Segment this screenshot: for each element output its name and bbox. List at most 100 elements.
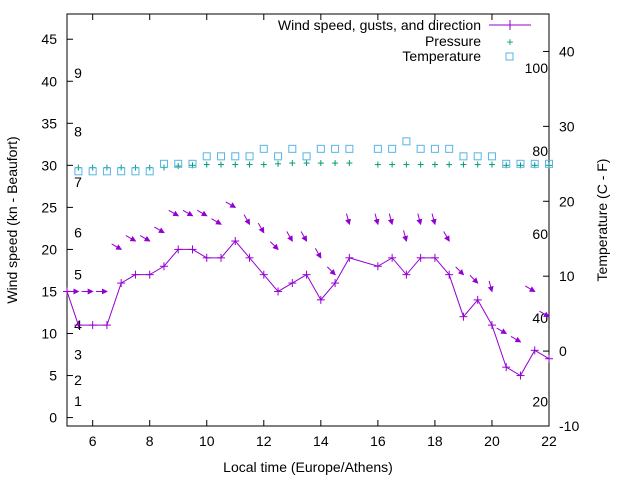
temperature-point [88, 167, 97, 176]
temperature-point [331, 144, 340, 153]
y-right-axis-ticks: -10 0 10 20 30 40 [543, 43, 579, 434]
legend-pressure-marker: + [506, 35, 513, 49]
gust-arrow [243, 214, 251, 226]
legend-temperature-label: Temperature [402, 48, 481, 64]
x-tick-label: 12 [256, 433, 272, 449]
fahrenheit-label: 40 [532, 310, 548, 326]
temperature-point [245, 152, 254, 161]
temperature-point [402, 137, 411, 146]
legend-pressure-label: Pressure [425, 33, 481, 49]
y-left-tick-label: 40 [41, 73, 57, 89]
gust-arrow [469, 274, 479, 284]
wind-speed-series [63, 237, 553, 380]
y-right-axis-label: Temperature (C - F) [594, 159, 610, 282]
y-left-axis-label: Wind speed (kn - Beaufort) [4, 136, 20, 303]
gust-arrow [416, 213, 423, 226]
y-right-tick-label: 20 [559, 193, 575, 209]
gust-arrow [326, 266, 336, 276]
x-tick-label: 18 [427, 433, 443, 449]
beaufort-label: 2 [74, 372, 82, 388]
temperature-point [231, 152, 240, 161]
y-left-tick-label: 25 [41, 199, 57, 215]
gust-arrow [286, 231, 293, 242]
x-tick-label: 20 [484, 433, 500, 449]
gust-arrow [345, 213, 351, 226]
temperature-point [74, 167, 83, 176]
y-right-tick-label: 10 [559, 268, 575, 284]
y-right-tick-label: 40 [559, 43, 575, 59]
gust-arrow [225, 201, 237, 208]
temperature-point [416, 144, 425, 153]
beaufort-label: 9 [74, 65, 82, 81]
gust-arrow [139, 235, 151, 242]
temperature-point [530, 159, 539, 168]
beaufort-label: 8 [74, 124, 82, 140]
temperature-point [502, 159, 511, 168]
gust-arrow [539, 310, 550, 318]
gust-arrow [387, 213, 394, 226]
gust-arrow [373, 213, 380, 226]
x-tick-label: 10 [199, 433, 215, 449]
y-left-tick-label: 5 [49, 368, 57, 384]
y-left-tick-label: 15 [41, 283, 57, 299]
gust-arrow [257, 222, 265, 234]
fahrenheit-label: 80 [532, 143, 548, 159]
temperature-point [388, 144, 397, 153]
temperature-point [316, 144, 325, 153]
wind-speed-line [66, 240, 550, 377]
y-left-axis-ticks: 0 5 10 15 20 25 30 35 40 45 [41, 31, 73, 426]
gust-arrow [154, 226, 165, 234]
gust-arrows-series [67, 201, 550, 343]
temperature-point [217, 152, 226, 161]
beaufort-label: 6 [74, 225, 82, 241]
gust-arrow [430, 213, 437, 226]
temperature-series [74, 137, 553, 176]
legend: Wind speed, gusts, and direction Pressur… [278, 17, 531, 64]
y-right-tick-label: 30 [559, 118, 575, 134]
gust-arrow [168, 209, 180, 217]
gust-arrow [300, 231, 308, 242]
temperature-point [288, 144, 297, 153]
beaufort-label: 5 [74, 267, 82, 283]
y-left-tick-label: 10 [41, 326, 57, 342]
temperature-point [430, 144, 439, 153]
gust-arrow [111, 243, 123, 250]
gust-arrow [125, 235, 137, 242]
legend-wind-label: Wind speed, gusts, and direction [278, 17, 481, 33]
gust-arrow [524, 285, 536, 292]
x-tick-label: 6 [89, 433, 97, 449]
x-axis-label: Local time (Europe/Athens) [223, 459, 393, 475]
legend-temperature-marker [505, 52, 514, 61]
beaufort-label: 1 [74, 393, 82, 409]
gust-arrow [182, 209, 194, 217]
gust-arrow [196, 209, 208, 217]
gust-arrow [269, 241, 279, 251]
temperature-point [445, 144, 454, 153]
temperature-point [373, 144, 382, 153]
temperature-point [188, 159, 197, 168]
gust-arrow [487, 280, 494, 293]
y-left-tick-label: 20 [41, 241, 57, 257]
temperature-point [145, 167, 154, 176]
temperature-point [274, 152, 283, 161]
temperature-point [159, 159, 168, 168]
temperature-point [545, 159, 553, 168]
beaufort-label: 3 [74, 347, 82, 363]
x-axis-ticks: 6 8 10 12 14 16 18 20 22 [89, 14, 557, 449]
y-left-tick-label: 45 [41, 31, 57, 47]
y-left-tick-label: 30 [41, 157, 57, 173]
x-tick-label: 8 [146, 433, 154, 449]
y-left-tick-label: 35 [41, 115, 57, 131]
fahrenheit-label: 20 [532, 393, 548, 409]
gust-arrow [211, 218, 222, 225]
temperature-point [459, 152, 468, 161]
temperature-point [131, 167, 140, 176]
temperature-point [174, 159, 183, 168]
temperature-point [259, 144, 268, 153]
beaufort-label: 7 [74, 174, 82, 190]
fahrenheit-label: 100 [525, 60, 549, 76]
temperature-point [345, 144, 354, 153]
x-tick-label: 14 [313, 433, 329, 449]
temperature-point [102, 167, 111, 176]
temperature-point [516, 159, 525, 168]
